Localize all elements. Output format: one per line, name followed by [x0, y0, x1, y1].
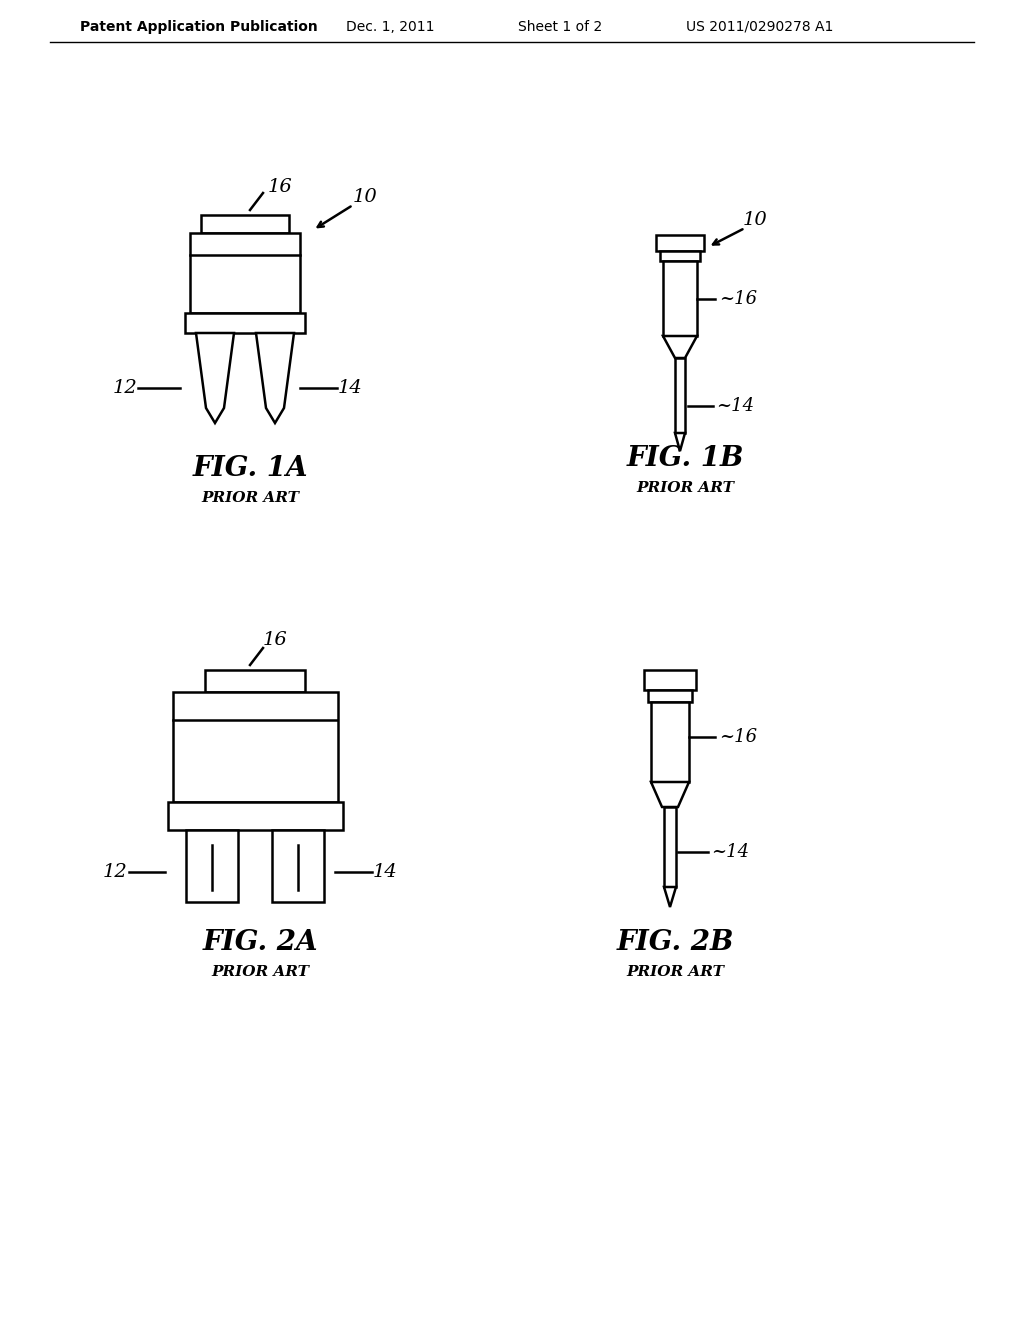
Text: FIG. 2A: FIG. 2A: [203, 928, 317, 956]
Text: PRIOR ART: PRIOR ART: [211, 965, 309, 979]
Polygon shape: [651, 781, 689, 807]
Bar: [201, 215, 289, 234]
Bar: [651, 702, 689, 781]
Text: 14: 14: [338, 379, 362, 397]
Polygon shape: [663, 337, 697, 358]
Polygon shape: [664, 887, 676, 907]
Polygon shape: [256, 333, 294, 422]
Text: ~16: ~16: [719, 290, 757, 308]
Bar: [656, 235, 705, 251]
Bar: [644, 671, 696, 690]
Text: PRIOR ART: PRIOR ART: [201, 491, 299, 506]
Text: 16: 16: [267, 178, 293, 195]
Bar: [186, 830, 238, 902]
Bar: [660, 251, 700, 261]
Text: PRIOR ART: PRIOR ART: [626, 965, 724, 979]
Text: FIG. 1B: FIG. 1B: [627, 445, 743, 471]
Polygon shape: [675, 433, 685, 451]
Bar: [675, 358, 685, 433]
Text: 10: 10: [352, 187, 378, 206]
Bar: [173, 692, 338, 803]
Text: Dec. 1, 2011: Dec. 1, 2011: [346, 20, 434, 34]
Polygon shape: [196, 333, 234, 422]
Bar: [190, 234, 300, 313]
Text: US 2011/0290278 A1: US 2011/0290278 A1: [686, 20, 834, 34]
Text: 10: 10: [742, 211, 767, 228]
Text: 16: 16: [262, 631, 288, 649]
Text: 12: 12: [102, 863, 127, 880]
Text: FIG. 1A: FIG. 1A: [193, 454, 308, 482]
Text: PRIOR ART: PRIOR ART: [636, 480, 734, 495]
Bar: [272, 830, 324, 902]
Bar: [663, 261, 697, 337]
Text: ~14: ~14: [711, 843, 750, 861]
Bar: [205, 671, 305, 692]
Text: Sheet 1 of 2: Sheet 1 of 2: [518, 20, 602, 34]
Bar: [168, 803, 343, 830]
Bar: [648, 690, 692, 702]
Text: ~16: ~16: [719, 729, 757, 746]
Text: 14: 14: [373, 863, 397, 880]
Text: FIG. 2B: FIG. 2B: [616, 928, 734, 956]
Bar: [664, 807, 676, 887]
Bar: [185, 313, 305, 333]
Text: Patent Application Publication: Patent Application Publication: [80, 20, 317, 34]
Text: 12: 12: [113, 379, 137, 397]
Text: ~14: ~14: [716, 397, 754, 414]
